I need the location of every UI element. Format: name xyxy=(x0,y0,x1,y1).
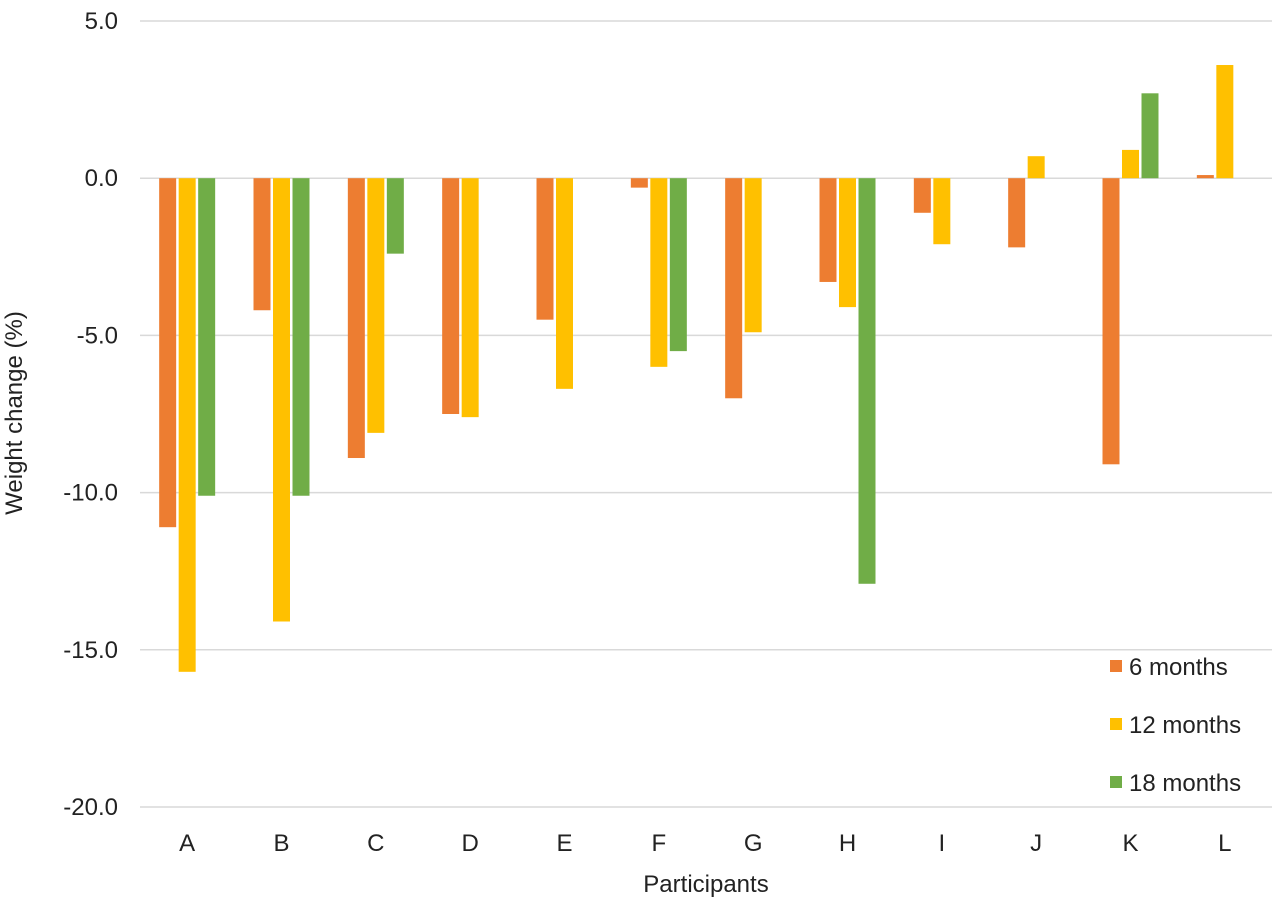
bar-E-2 xyxy=(556,178,573,389)
bar-L-2 xyxy=(1216,65,1234,179)
x-tick-label: K xyxy=(1122,830,1138,857)
bar-B-2 xyxy=(273,178,290,622)
bar-F-3 xyxy=(669,178,687,352)
x-axis-title: Participants xyxy=(643,871,768,898)
bar-D-2 xyxy=(461,178,479,418)
x-tick-label: B xyxy=(273,830,289,857)
bar-F-2 xyxy=(650,178,668,367)
bar-C-2 xyxy=(367,178,385,433)
bar-I-2 xyxy=(933,178,951,245)
bar-C-3 xyxy=(386,178,404,254)
bar-G-2 xyxy=(744,178,762,333)
bar-F-1 xyxy=(630,178,648,188)
bar-I-1 xyxy=(913,178,931,213)
bars xyxy=(159,65,1234,672)
bar-J-1 xyxy=(1008,178,1026,248)
legend-item: 12 months xyxy=(1110,712,1241,739)
legend-item: 6 months xyxy=(1110,654,1228,681)
bar-H-1 xyxy=(819,178,837,282)
bar-H-2 xyxy=(839,178,856,308)
bar-A-3 xyxy=(198,178,216,496)
legend-swatch xyxy=(1110,776,1122,788)
bar-K-2 xyxy=(1122,149,1139,179)
bar-B-1 xyxy=(253,178,271,311)
x-tick-label: F xyxy=(651,830,666,857)
x-axis-ticks: A B C D E F G H I J K L xyxy=(179,830,1231,857)
bar-A-1 xyxy=(159,178,177,528)
y-tick-label: 0.0 xyxy=(85,165,118,192)
bar-K-3 xyxy=(1141,93,1159,179)
y-tick-label: -5.0 xyxy=(77,322,118,349)
y-axis-title: Weight change (%) xyxy=(1,311,28,515)
x-tick-label: A xyxy=(179,830,195,857)
bar-D-1 xyxy=(442,178,460,414)
legend-item: 18 months xyxy=(1110,770,1241,797)
bar-J-2 xyxy=(1027,156,1045,179)
y-tick-label: 5.0 xyxy=(85,8,118,35)
y-axis-ticks: 5.0 0.0 -5.0 -10.0 -15.0 -20.0 xyxy=(63,8,118,821)
x-tick-label: E xyxy=(556,830,572,857)
legend: 6 months 12 months 18 months xyxy=(1110,654,1241,797)
legend-swatch xyxy=(1110,718,1122,730)
legend-swatch xyxy=(1110,660,1122,672)
y-tick-label: -10.0 xyxy=(63,480,118,507)
gridlines xyxy=(140,20,1272,808)
bar-G-1 xyxy=(725,178,743,399)
bar-L-1 xyxy=(1196,175,1214,179)
bar-E-1 xyxy=(536,178,554,320)
bar-C-1 xyxy=(347,178,365,459)
bar-A-2 xyxy=(178,178,196,672)
y-tick-label: -20.0 xyxy=(63,794,118,821)
bar-B-3 xyxy=(292,178,310,496)
legend-label: 12 months xyxy=(1129,712,1241,739)
bar-H-3 xyxy=(858,178,876,584)
x-tick-label: L xyxy=(1218,830,1231,857)
legend-label: 18 months xyxy=(1129,770,1241,797)
x-tick-label: H xyxy=(839,830,856,857)
x-tick-label: J xyxy=(1030,830,1042,857)
x-tick-label: I xyxy=(938,830,945,857)
x-tick-label: G xyxy=(744,830,763,857)
x-tick-label: C xyxy=(367,830,384,857)
bar-K-1 xyxy=(1102,178,1120,465)
x-tick-label: D xyxy=(461,830,478,857)
legend-label: 6 months xyxy=(1129,654,1228,681)
y-tick-label: -15.0 xyxy=(63,637,118,664)
